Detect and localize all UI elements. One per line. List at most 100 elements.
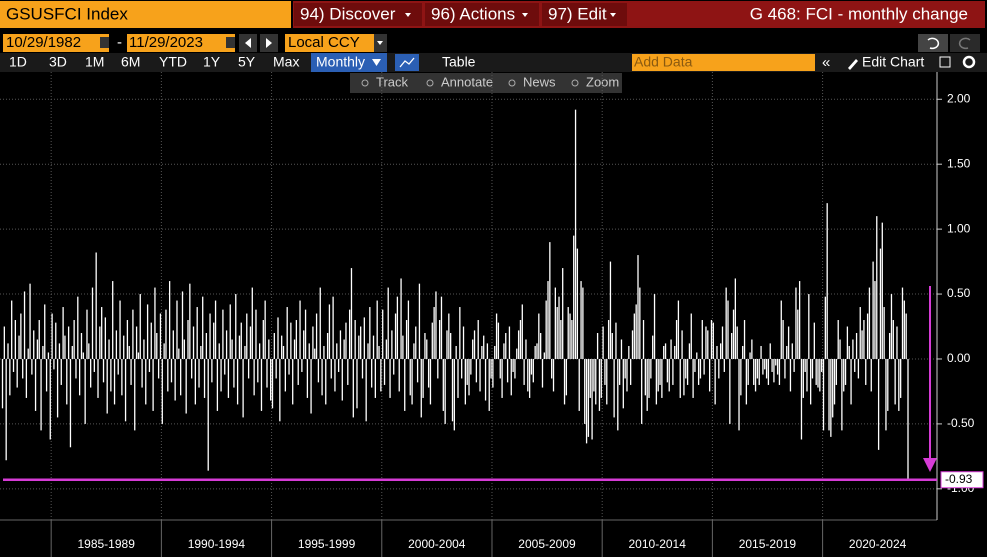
bar <box>828 358 830 431</box>
range-button[interactable]: 1Y <box>203 54 221 70</box>
range-button[interactable]: 3D <box>49 54 67 70</box>
bar <box>508 326 511 359</box>
collapse-icon[interactable]: « <box>822 54 830 71</box>
bar <box>837 320 839 359</box>
menu-button[interactable] <box>294 3 422 26</box>
bar <box>207 358 209 471</box>
bar <box>712 322 714 359</box>
bar <box>900 358 902 398</box>
menu-button[interactable] <box>425 3 539 26</box>
tool-button[interactable]: Track <box>376 74 409 89</box>
bar <box>703 358 705 375</box>
range-button[interactable]: 1D <box>9 54 27 70</box>
date-box[interactable] <box>127 34 235 52</box>
settings-icon[interactable] <box>939 56 951 68</box>
bar <box>45 358 48 392</box>
bar <box>624 358 626 379</box>
bar <box>402 335 404 359</box>
ticker-box[interactable] <box>0 1 291 28</box>
menu-label: 94) Discover <box>300 4 396 23</box>
bar <box>34 358 37 411</box>
range-button[interactable]: 6M <box>121 54 140 70</box>
bar <box>857 358 860 379</box>
x-tick-label: 2015-2019 <box>739 537 797 551</box>
date-box[interactable] <box>3 34 109 52</box>
bar <box>633 313 635 359</box>
bar <box>424 333 426 359</box>
bar <box>244 345 246 359</box>
bar <box>361 358 364 379</box>
bar <box>266 358 268 388</box>
tool-icon <box>508 79 516 87</box>
tool-button[interactable]: Annotate <box>441 74 493 89</box>
calendar-icon[interactable] <box>100 37 109 48</box>
bar <box>894 358 896 405</box>
bar <box>132 309 134 359</box>
bar <box>385 339 388 359</box>
bar <box>525 339 527 359</box>
bar <box>710 320 713 359</box>
range-button[interactable]: Max <box>273 54 299 70</box>
bar <box>462 326 465 359</box>
bar <box>341 358 343 401</box>
add-data-input[interactable] <box>632 54 815 71</box>
bar <box>183 339 185 359</box>
bar <box>303 330 305 359</box>
currency-box[interactable] <box>285 34 387 52</box>
gear-icon[interactable] <box>962 55 976 69</box>
range-button[interactable]: 5Y <box>238 54 256 70</box>
bar <box>55 322 57 359</box>
bar <box>51 313 53 359</box>
bar <box>310 358 312 414</box>
range-button[interactable]: YTD <box>159 54 187 70</box>
bar <box>143 339 145 359</box>
bar <box>611 333 613 359</box>
bar <box>202 296 204 359</box>
bar <box>743 320 746 359</box>
bar <box>73 320 75 359</box>
table-button[interactable]: Table <box>442 54 476 70</box>
menu-button[interactable] <box>542 3 627 26</box>
bar <box>106 358 108 414</box>
bar <box>337 358 340 372</box>
bar <box>176 300 178 359</box>
bar <box>376 300 378 359</box>
bar <box>249 326 252 359</box>
frequency-button[interactable] <box>311 53 387 72</box>
bar <box>135 326 138 359</box>
bar <box>20 313 22 359</box>
redo-button[interactable] <box>950 34 980 52</box>
calendar-icon[interactable] <box>226 37 235 48</box>
bar <box>242 358 244 418</box>
bar <box>635 304 637 359</box>
undo-button[interactable] <box>918 34 948 52</box>
bar <box>516 348 518 359</box>
x-tick-label: 1995-1999 <box>298 537 356 551</box>
bar <box>637 255 639 359</box>
edit-chart-button[interactable]: Edit Chart <box>862 54 924 70</box>
bar <box>734 278 736 359</box>
bar <box>220 358 222 392</box>
bar <box>130 358 132 385</box>
bar <box>758 358 760 385</box>
bar <box>852 339 854 359</box>
bar <box>569 313 571 359</box>
y-tick-label: 2.00 <box>947 91 971 105</box>
bar <box>181 291 184 359</box>
tool-button[interactable]: News <box>523 74 556 89</box>
bar <box>661 358 663 398</box>
bar <box>846 326 849 359</box>
bar <box>694 358 696 372</box>
bar <box>587 358 590 437</box>
bar <box>18 335 20 359</box>
bar <box>119 300 121 359</box>
bar <box>323 345 325 359</box>
bar <box>115 330 118 359</box>
bar <box>442 358 444 411</box>
screen-title: G 468: FCI - monthly change <box>750 4 968 23</box>
bar <box>350 268 353 359</box>
bar <box>128 345 130 359</box>
range-button[interactable]: 1M <box>85 54 104 70</box>
bar <box>505 333 507 359</box>
bar <box>435 291 437 359</box>
